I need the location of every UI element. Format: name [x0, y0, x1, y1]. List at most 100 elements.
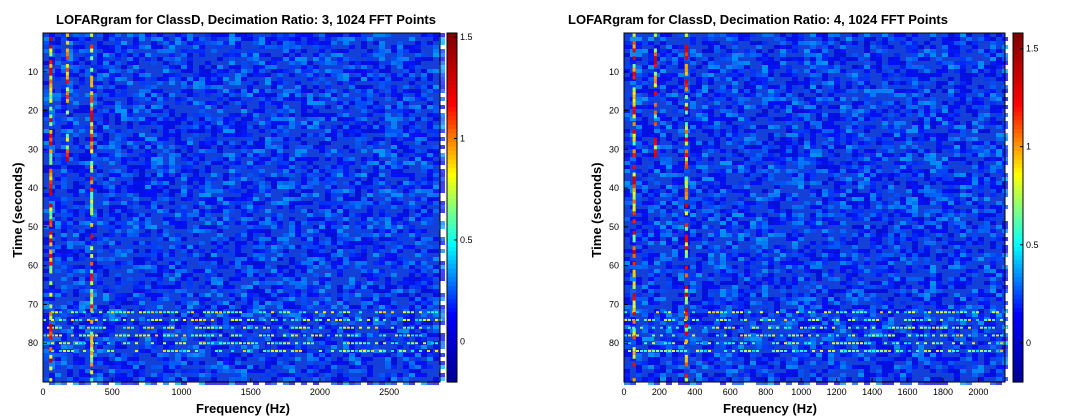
noise-cell	[187, 125, 193, 129]
noise-cell	[235, 345, 241, 349]
noise-cell	[409, 233, 415, 237]
noise-cell	[385, 97, 391, 101]
noise-cell	[421, 97, 427, 101]
noise-cell	[325, 213, 331, 217]
harmonic-band-cell	[355, 334, 358, 337]
noise-cell	[43, 145, 49, 149]
noise-cell	[349, 369, 355, 373]
noise-cell	[379, 261, 385, 265]
noise-cell	[966, 73, 972, 77]
noise-cell	[714, 41, 720, 45]
noise-cell	[139, 225, 145, 229]
noise-cell	[319, 289, 325, 293]
noise-cell	[313, 241, 319, 245]
noise-cell	[145, 153, 151, 157]
harmonic-band-cell	[271, 318, 274, 321]
noise-cell	[265, 265, 271, 269]
noise-cell	[235, 369, 241, 373]
noise-cell	[151, 181, 157, 185]
noise-cell	[229, 133, 235, 137]
noise-cell	[97, 65, 103, 69]
noise-cell	[391, 185, 397, 189]
noise-cell	[666, 65, 672, 69]
noise-cell	[427, 277, 433, 281]
noise-cell	[379, 245, 385, 249]
noise-cell	[91, 53, 97, 57]
noise-cell	[373, 269, 379, 273]
noise-cell	[403, 109, 409, 113]
noise-cell	[349, 317, 355, 321]
spectral-line-cell	[49, 118, 53, 123]
noise-cell	[133, 45, 139, 49]
noise-cell	[331, 61, 337, 65]
colorbar-cell	[447, 351, 457, 357]
noise-cell	[277, 305, 283, 309]
noise-cell	[289, 257, 295, 261]
noise-cell	[151, 321, 157, 325]
noise-cell	[127, 293, 133, 297]
noise-cell	[49, 297, 55, 301]
noise-cell	[199, 109, 205, 113]
noise-cell	[235, 201, 241, 205]
harmonic-band-cell	[395, 342, 398, 345]
spectral-line-cell	[90, 281, 94, 286]
noise-cell	[79, 185, 85, 189]
noise-cell	[157, 209, 163, 213]
noise-cell	[636, 73, 642, 77]
noise-cell	[361, 321, 367, 325]
noise-cell	[55, 45, 61, 49]
noise-cell	[966, 49, 972, 53]
spectral-line-cell	[90, 83, 94, 88]
noise-cell	[169, 69, 175, 73]
spectral-line-cell	[49, 257, 53, 262]
noise-cell	[313, 145, 319, 149]
noise-cell	[355, 181, 361, 185]
noise-cell	[289, 93, 295, 97]
noise-cell	[103, 93, 109, 97]
harmonic-band-cell	[383, 342, 386, 345]
noise-cell	[403, 361, 409, 365]
noise-cell	[127, 141, 133, 145]
noise-cell	[145, 57, 151, 61]
noise-cell	[355, 97, 361, 101]
noise-cell	[157, 153, 163, 157]
noise-cell	[151, 77, 157, 81]
noise-cell	[379, 53, 385, 57]
noise-cell	[271, 117, 277, 121]
noise-cell	[133, 77, 139, 81]
noise-cell	[822, 37, 828, 41]
noise-cell	[247, 197, 253, 201]
noise-cell	[397, 93, 403, 97]
noise-cell	[409, 201, 415, 205]
noise-cell	[397, 245, 403, 249]
harmonic-band-cell	[259, 334, 262, 337]
noise-cell	[834, 81, 840, 85]
spectral-line-cell	[49, 269, 53, 274]
noise-cell	[85, 273, 91, 277]
harmonic-band-cell	[363, 349, 366, 352]
harmonic-band-cell	[343, 342, 346, 345]
noise-cell	[259, 277, 265, 281]
noise-cell	[828, 69, 834, 73]
noise-cell	[253, 157, 259, 161]
noise-cell	[139, 317, 145, 321]
noise-cell	[55, 253, 61, 257]
colorbar-cell	[447, 168, 457, 174]
noise-cell	[409, 113, 415, 117]
noise-cell	[289, 121, 295, 125]
noise-cell	[211, 81, 217, 85]
noise-cell	[79, 229, 85, 233]
noise-cell	[732, 81, 738, 85]
noise-cell	[864, 45, 870, 49]
noise-cell	[271, 33, 277, 37]
noise-cell	[157, 125, 163, 129]
noise-cell	[181, 289, 187, 293]
noise-cell	[133, 185, 139, 189]
noise-cell	[115, 253, 121, 257]
noise-cell	[265, 373, 271, 377]
noise-cell	[181, 129, 187, 133]
noise-cell	[259, 89, 265, 93]
noise-cell	[193, 49, 199, 53]
harmonic-band-cell	[123, 326, 126, 329]
noise-cell	[433, 381, 439, 385]
